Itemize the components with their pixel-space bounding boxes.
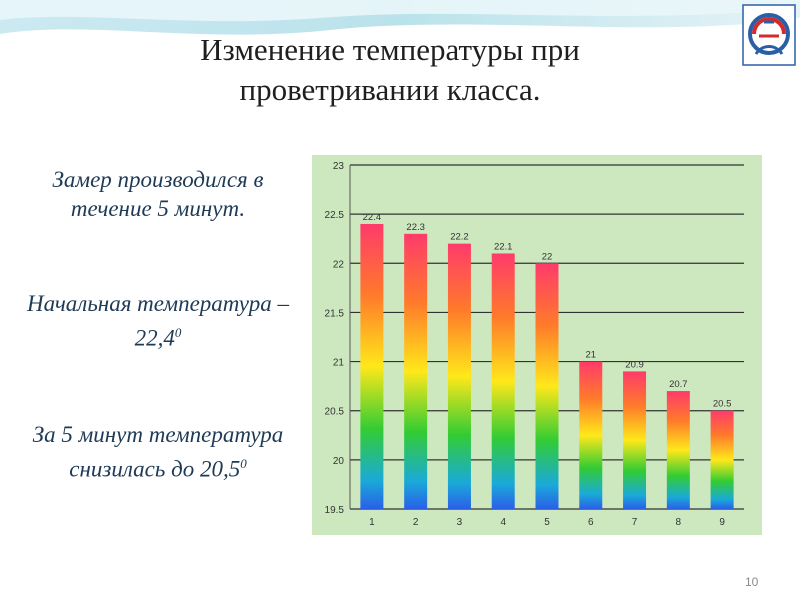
bar-value-label: 20.9 xyxy=(625,359,644,370)
x-tick-label: 1 xyxy=(369,517,375,528)
initial-temperature-degree: 0 xyxy=(174,325,182,340)
x-tick-label: 7 xyxy=(632,517,638,528)
final-temperature-note: За 5 минут температура снизилась до 20,5… xyxy=(12,420,304,484)
x-tick-label: 6 xyxy=(588,517,594,528)
initial-temperature-text: Начальная температура – 22,4 xyxy=(27,291,289,351)
bar-value-label: 20.5 xyxy=(713,399,732,410)
y-tick-label: 21.5 xyxy=(325,308,345,319)
x-tick-label: 8 xyxy=(676,517,682,528)
bar xyxy=(710,410,734,509)
page-number: 10 xyxy=(745,575,759,589)
bar-value-label: 22.4 xyxy=(363,212,382,223)
bar xyxy=(404,233,428,510)
header-wave-decoration xyxy=(0,0,800,35)
y-tick-label: 22.5 xyxy=(325,210,345,221)
logo-icon xyxy=(742,4,796,66)
bar xyxy=(623,371,647,509)
bar xyxy=(360,223,384,509)
y-tick-label: 19.5 xyxy=(325,505,345,516)
initial-temperature-note: Начальная температура – 22,40 xyxy=(12,289,304,353)
y-tick-label: 23 xyxy=(333,161,345,172)
bar xyxy=(579,361,603,509)
bar-value-label: 22.2 xyxy=(450,232,469,243)
y-tick-label: 20 xyxy=(333,456,345,467)
x-tick-label: 9 xyxy=(719,517,725,528)
x-tick-label: 3 xyxy=(457,517,463,528)
y-tick-label: 20.5 xyxy=(325,407,345,418)
final-temperature-text: За 5 минут температура снизилась до 20,5 xyxy=(32,422,284,482)
bar xyxy=(447,243,471,509)
x-tick-label: 5 xyxy=(544,517,550,528)
x-tick-label: 4 xyxy=(500,517,506,528)
y-tick-label: 21 xyxy=(333,358,345,369)
bar xyxy=(535,263,559,509)
bar-value-label: 20.7 xyxy=(669,379,688,390)
bar xyxy=(666,391,690,509)
page-title: Изменение температуры при проветривании … xyxy=(60,30,720,110)
bar-value-label: 22 xyxy=(542,251,553,262)
measurement-note: Замер производился в течение 5 минут. xyxy=(52,167,264,221)
title-line-1: Изменение температуры при xyxy=(200,32,580,67)
temperature-bar-chart: 19.5 20 20.5 21 21.5 22 22.5 23 22.4 1 22.3 2 22.2 3 2… xyxy=(312,155,762,535)
bar-value-label: 22.3 xyxy=(406,222,425,233)
final-temperature-degree: 0 xyxy=(240,456,247,471)
y-tick-label: 22 xyxy=(333,259,345,270)
bar-value-label: 22.1 xyxy=(494,241,513,252)
x-tick-label: 2 xyxy=(413,517,419,528)
bar xyxy=(491,253,515,509)
title-line-2: проветривании класса. xyxy=(239,72,541,107)
bar-value-label: 21 xyxy=(585,350,596,361)
